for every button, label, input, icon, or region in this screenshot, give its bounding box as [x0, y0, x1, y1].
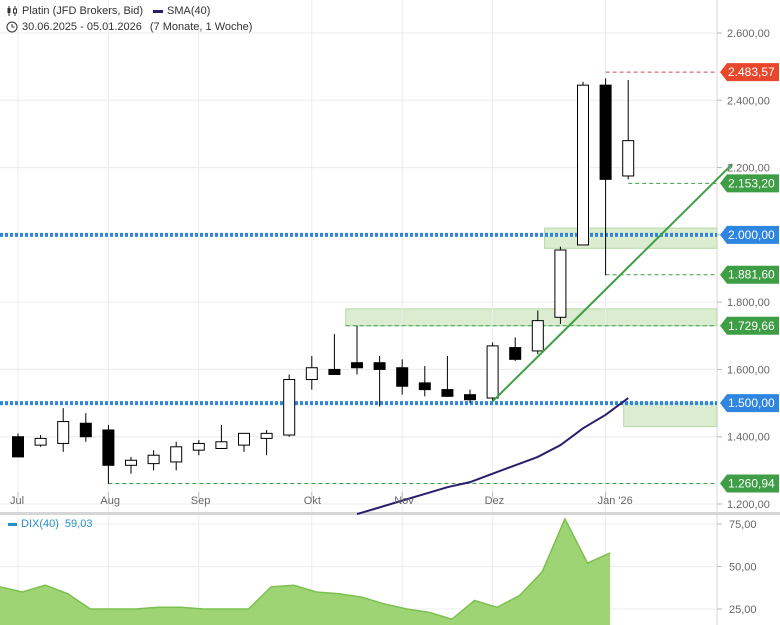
price-tag-label: 1.881,60	[728, 268, 775, 282]
x-tick-label: Aug	[100, 495, 120, 507]
candle-body	[79, 422, 92, 438]
panel-divider	[0, 512, 780, 515]
candle-body	[373, 362, 386, 370]
period-range: 30.06.2025 - 05.01.2026	[22, 21, 142, 33]
legend-indicator: DIX(40) 59,03	[8, 518, 92, 530]
dix-legend-label: DIX(40)	[21, 518, 59, 530]
candle-body	[238, 432, 250, 446]
trendline	[491, 163, 733, 403]
dix-swatch	[8, 522, 17, 526]
price-tag-label: 2.000,00	[728, 228, 775, 242]
candle-body	[531, 320, 544, 352]
dix-line	[0, 517, 611, 621]
support-zone	[623, 402, 718, 428]
price-tag	[720, 63, 779, 82]
candle-body	[464, 394, 476, 401]
legend-period: 30.06.2025 - 05.01.2026 (7 Monate, 1 Woc…	[6, 21, 252, 33]
candle-body	[509, 347, 522, 360]
dix-tick-label: 75,00	[729, 519, 757, 531]
candle-body	[418, 382, 431, 391]
candle-body	[34, 437, 47, 446]
support-zone	[544, 227, 718, 249]
candle-body	[599, 84, 612, 180]
y-tick-label: 1.600,00	[727, 364, 770, 376]
candle-body	[192, 442, 205, 451]
candlestick-icon	[6, 5, 18, 17]
y-tick-label: 2.200,00	[727, 163, 770, 175]
price-tag-label: 1.729,66	[728, 319, 775, 333]
price-tag	[720, 174, 779, 193]
price-tag-label: 1.500,00	[728, 396, 775, 410]
candle-body	[12, 436, 24, 458]
candle-body	[486, 345, 499, 399]
price-tag	[720, 316, 779, 335]
candle-body	[577, 84, 589, 246]
x-tick-label: Sep	[191, 495, 211, 507]
sma-line	[356, 397, 629, 516]
candle-body	[102, 429, 115, 466]
period-note: (7 Monate, 1 Woche)	[149, 21, 253, 33]
sma-swatch	[153, 9, 164, 13]
price-tag	[720, 265, 779, 284]
y-tick-label: 1.800,00	[727, 297, 770, 309]
candle-body	[351, 362, 363, 369]
price-tag-label: 2.153,20	[728, 176, 775, 190]
sma-legend-label: SMA(40)	[167, 5, 211, 17]
candle-body	[328, 368, 341, 375]
x-tick-label: Okt	[304, 495, 321, 507]
legend-main: Platin (JFD Brokers, Bid) SMA(40)	[6, 5, 210, 17]
support-zone	[345, 308, 718, 327]
y-tick-label: 1.200,00	[727, 499, 770, 511]
candle-body	[147, 454, 160, 465]
price-tag	[720, 225, 779, 244]
candle-body	[622, 140, 635, 177]
x-tick-label: Dez	[485, 495, 505, 507]
price-tag-label: 2.483,57	[728, 65, 775, 79]
x-tick-label: Jul	[10, 495, 24, 507]
price-tag	[720, 474, 779, 493]
instrument-title: Platin (JFD Brokers, Bid)	[22, 5, 144, 17]
dix-tick-label: 25,00	[729, 604, 757, 616]
price-tag-label: 1.260,94	[728, 476, 775, 490]
candle-body	[57, 421, 70, 444]
x-tick-label: Nov	[394, 495, 414, 507]
dix-tick-label: 50,00	[729, 562, 757, 574]
y-tick-label: 2.400,00	[727, 95, 770, 107]
candle-body	[170, 446, 183, 463]
price-tag	[720, 394, 779, 413]
candle-body	[554, 249, 567, 318]
candle-body	[441, 389, 454, 397]
y-tick-label: 1.400,00	[727, 432, 770, 444]
candle-body	[125, 459, 137, 466]
candle-body	[215, 441, 228, 449]
candle-body	[283, 379, 296, 436]
dix-legend-value: 59,03	[64, 518, 93, 530]
x-tick-label: Jan '26	[598, 495, 633, 507]
clock-icon	[6, 21, 18, 33]
candle-body	[305, 367, 318, 381]
candle-body	[260, 432, 273, 439]
candle-body	[396, 367, 409, 387]
dix-area	[0, 518, 611, 625]
y-tick-label: 2.600,00	[727, 28, 770, 40]
